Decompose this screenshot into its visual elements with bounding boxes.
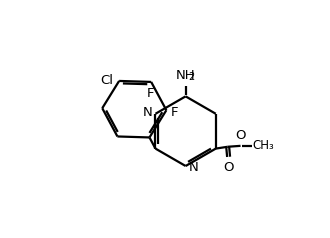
Text: 2: 2 xyxy=(188,72,195,82)
Text: N: N xyxy=(189,161,199,174)
Text: F: F xyxy=(147,87,154,100)
Text: N: N xyxy=(143,106,152,119)
Text: O: O xyxy=(223,161,233,174)
Text: O: O xyxy=(235,129,246,142)
Text: CH₃: CH₃ xyxy=(252,139,274,152)
Text: NH: NH xyxy=(176,69,195,82)
Text: Cl: Cl xyxy=(101,74,114,87)
Text: F: F xyxy=(171,106,179,119)
